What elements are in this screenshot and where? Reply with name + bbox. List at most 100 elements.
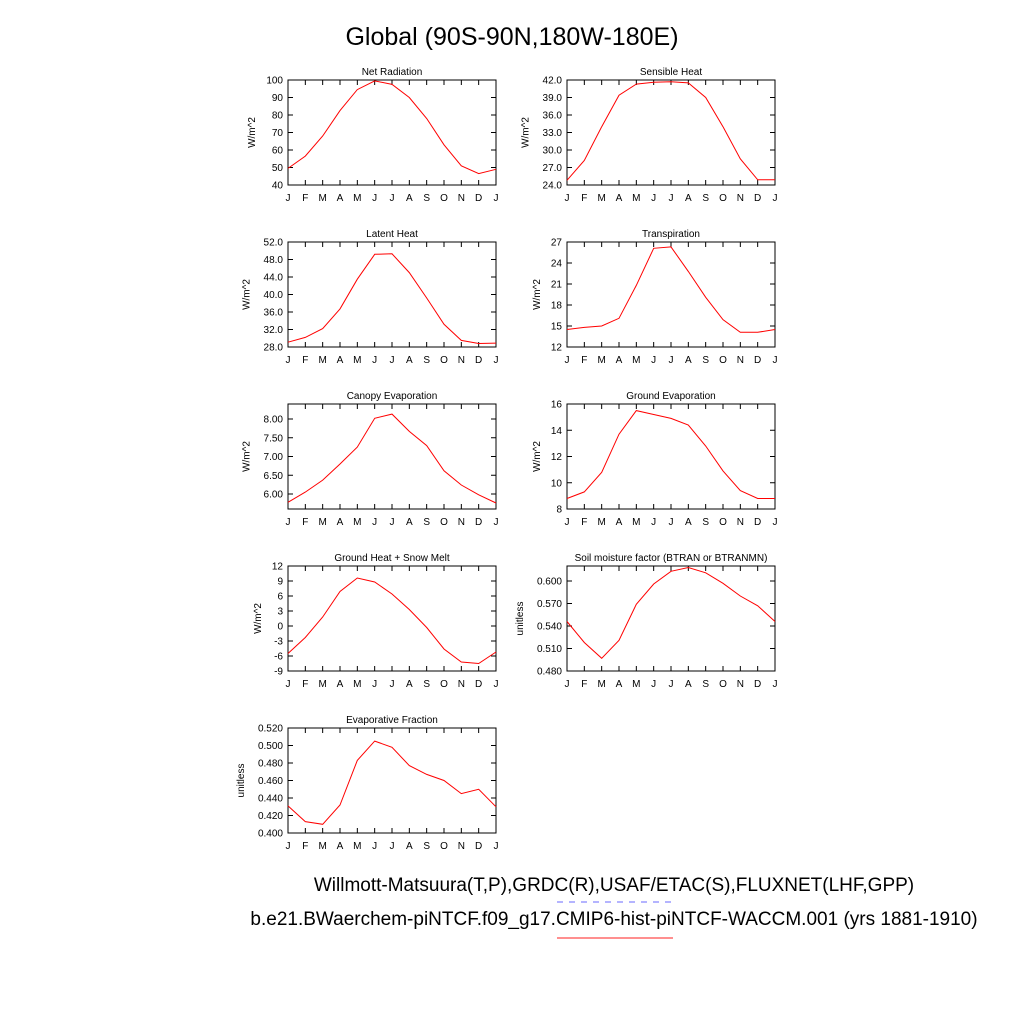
y-tick-label: 18	[551, 301, 563, 312]
y-axis-label: W/m^2	[532, 279, 543, 310]
x-tick-label: M	[353, 517, 361, 528]
x-tick-label: J	[390, 355, 395, 366]
x-tick-label: A	[406, 841, 413, 852]
x-tick-label: J	[773, 679, 778, 690]
x-tick-label: N	[737, 517, 744, 528]
y-tick-label: 60	[272, 146, 284, 157]
y-tick-label: 0.500	[258, 741, 283, 752]
x-tick-label: A	[337, 355, 344, 366]
x-tick-label: J	[286, 679, 291, 690]
y-axis-label: unitless	[515, 602, 526, 636]
y-tick-label: 80	[272, 111, 284, 122]
y-tick-label: 27	[551, 238, 563, 249]
x-tick-label: O	[440, 193, 448, 204]
y-tick-label: 44.0	[264, 273, 284, 284]
x-tick-label: A	[337, 193, 344, 204]
x-tick-label: N	[737, 355, 744, 366]
x-tick-label: D	[754, 679, 761, 690]
x-tick-label: J	[669, 193, 674, 204]
y-axis-label: W/m^2	[242, 441, 253, 472]
x-tick-label: M	[597, 193, 605, 204]
x-tick-label: O	[440, 679, 448, 690]
x-tick-label: J	[494, 679, 499, 690]
y-tick-label: 36.0	[543, 111, 563, 122]
series-line-1	[287, 80, 497, 175]
x-tick-label: J	[286, 517, 291, 528]
x-tick-label: M	[597, 517, 605, 528]
x-tick-label: D	[475, 517, 482, 528]
x-tick-label: A	[616, 355, 623, 366]
x-tick-label: O	[719, 517, 727, 528]
panel-title: Sensible Heat	[640, 67, 702, 78]
x-tick-label: J	[390, 841, 395, 852]
x-tick-label: J	[651, 193, 656, 204]
y-tick-label: 0.440	[258, 794, 283, 805]
x-tick-label: J	[494, 517, 499, 528]
y-axis-label: W/m^2	[253, 603, 264, 634]
y-tick-label: 0.400	[258, 829, 283, 840]
y-axis-label: W/m^2	[247, 117, 258, 148]
y-tick-label: 7.00	[264, 452, 284, 463]
panel-title: Canopy Evaporation	[347, 391, 438, 402]
x-tick-label: D	[754, 517, 761, 528]
y-tick-label: 6	[277, 592, 283, 603]
panel-8: Soil moisture factor (BTRAN or BTRANMN) J…	[515, 553, 778, 690]
x-tick-label: J	[494, 193, 499, 204]
y-tick-label: 36.0	[264, 308, 284, 319]
x-tick-label: D	[754, 193, 761, 204]
x-tick-label: M	[353, 841, 361, 852]
x-tick-label: A	[406, 517, 413, 528]
x-tick-label: D	[475, 193, 482, 204]
y-tick-label: 0	[277, 622, 283, 633]
x-tick-label: N	[458, 679, 465, 690]
x-tick-label: J	[372, 679, 377, 690]
x-tick-label: O	[440, 517, 448, 528]
figure-title: Global (90S-90N,180W-180E)	[345, 23, 678, 51]
x-tick-label: S	[423, 517, 430, 528]
series-line-1	[566, 566, 776, 659]
x-tick-label: M	[597, 679, 605, 690]
y-tick-label: 90	[272, 93, 284, 104]
panel-title: Evaporative Fraction	[346, 715, 438, 726]
x-tick-label: M	[318, 355, 326, 366]
y-tick-label: 39.0	[543, 93, 563, 104]
x-tick-label: M	[353, 193, 361, 204]
x-tick-label: A	[685, 517, 692, 528]
panel-title: Transpiration	[642, 229, 700, 240]
x-tick-label: J	[372, 517, 377, 528]
x-tick-label: S	[423, 679, 430, 690]
series-line-1	[566, 410, 775, 499]
x-tick-label: J	[286, 193, 291, 204]
y-tick-label: 0.480	[537, 667, 562, 678]
y-tick-label: -6	[274, 652, 283, 663]
y-tick-label: 0.420	[258, 811, 283, 822]
y-axis-label: W/m^2	[521, 117, 532, 148]
x-tick-label: M	[353, 355, 361, 366]
y-tick-label: 12	[272, 562, 284, 573]
y-tick-label: 6.00	[264, 490, 284, 501]
y-tick-label: 12	[551, 452, 563, 463]
x-tick-label: F	[581, 679, 587, 690]
y-axis-label: W/m^2	[532, 441, 543, 472]
x-tick-label: S	[702, 517, 709, 528]
x-tick-label: A	[337, 517, 344, 528]
y-tick-label: 8	[556, 505, 562, 516]
y-tick-label: 40	[272, 181, 284, 192]
x-tick-label: M	[632, 355, 640, 366]
x-tick-label: D	[475, 355, 482, 366]
x-tick-label: M	[318, 517, 326, 528]
x-tick-label: M	[632, 679, 640, 690]
x-tick-label: J	[372, 841, 377, 852]
series-line-1	[287, 253, 497, 345]
y-tick-label: 50	[272, 163, 284, 174]
panel-title: Latent Heat	[366, 229, 418, 240]
x-tick-label: J	[773, 355, 778, 366]
y-tick-label: 10	[551, 478, 563, 489]
x-tick-label: J	[773, 517, 778, 528]
